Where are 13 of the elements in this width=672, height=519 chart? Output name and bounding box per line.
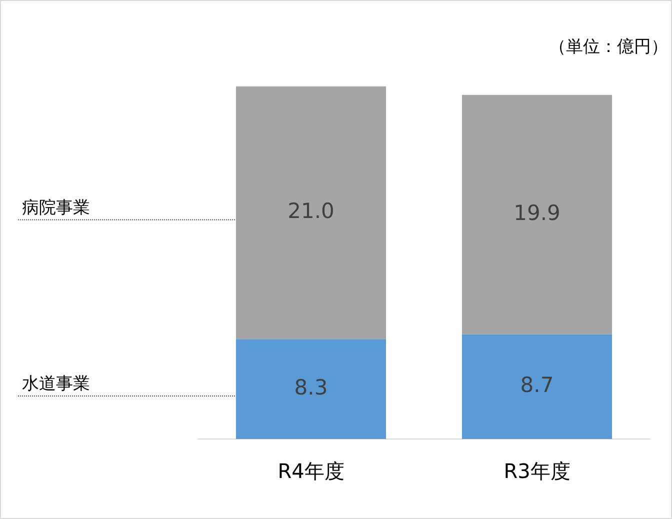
data-label: 19.9 <box>514 201 560 226</box>
text: 病院事業 <box>22 198 90 218</box>
data-label: 8.3 <box>294 376 328 400</box>
bar <box>236 339 386 439</box>
data-label: 21.0 <box>288 199 334 224</box>
bar <box>462 334 612 439</box>
x-tick-label: R3年度 <box>504 459 570 484</box>
bar <box>236 86 386 340</box>
data-label: 8.7 <box>520 373 554 398</box>
text: 水道事業 <box>22 374 90 394</box>
text: （単位：億円） <box>549 37 668 57</box>
x-tick-label: R4年度 <box>278 459 344 484</box>
bar <box>462 94 612 334</box>
